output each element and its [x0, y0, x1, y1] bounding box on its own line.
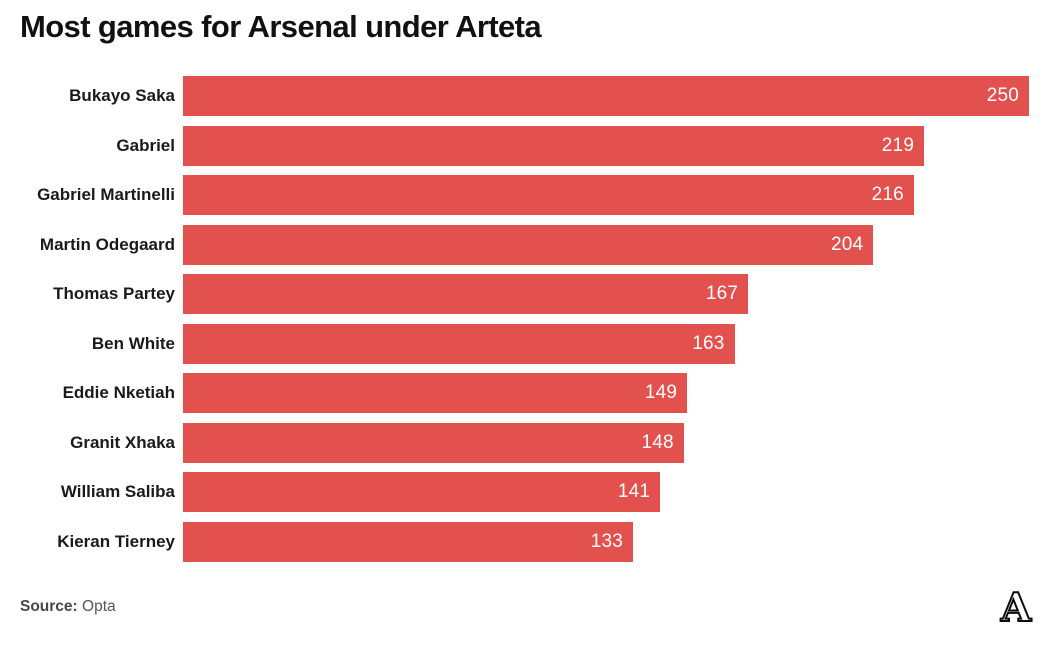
bar-track: 250: [183, 76, 1029, 116]
bar-value-label: 163: [692, 332, 725, 354]
player-name-label: Ben White: [91, 333, 175, 353]
bar-track: 163: [183, 323, 1029, 364]
bar-value-label: 250: [986, 85, 1019, 106]
player-name-label: William Saliba: [60, 482, 175, 501]
chart-row: Kieran Tierney 133: [20, 521, 1029, 562]
bar-track: 141: [183, 472, 1029, 512]
bar: 204: [183, 224, 874, 265]
svg-text:A: A: [1000, 586, 1032, 628]
player-name-label: Granit Xhaka: [70, 432, 175, 452]
bar-value-label: 204: [831, 233, 864, 255]
bar: 219: [183, 125, 925, 166]
player-name-label: Martin Odegaard: [39, 234, 175, 254]
chart-title: Most games for Arsenal under Arteta: [20, 9, 542, 44]
player-name-label: Gabriel Martinelli: [37, 185, 175, 204]
bar-track: 204: [183, 224, 1029, 265]
player-name-label: Kieran Tierney: [57, 531, 175, 551]
player-name-label: Thomas Partey: [53, 284, 175, 303]
bar-value-label: 133: [590, 530, 624, 552]
source-label: Source:: [20, 597, 78, 615]
bar: 148: [183, 422, 684, 463]
bar-track: 133: [183, 521, 1029, 562]
bar-track: 216: [183, 175, 1029, 215]
bar: 163: [183, 323, 735, 364]
chart-row: Eddie Nketiah 149: [20, 373, 1029, 413]
bar-value-label: 149: [644, 382, 678, 403]
bar-track: 149: [183, 373, 1029, 413]
bar: 133: [183, 521, 634, 562]
player-name-label: Bukayo Saka: [69, 86, 175, 105]
source-value: Opta: [82, 597, 116, 615]
chart-row: Martin Odegaard 204: [20, 224, 1029, 265]
bar: 149: [183, 373, 688, 413]
chart-card: Most games for Arsenal under Arteta Buka…: [0, 8, 1053, 645]
bar-track: 219: [183, 125, 1029, 166]
bar: 167: [183, 274, 749, 314]
bar-value-label: 167: [705, 283, 739, 304]
bar-chart: Bukayo Saka 250 Gabriel 219 Gabriel Martinel…: [20, 76, 1029, 562]
bar: 141: [183, 472, 661, 512]
bar-value-label: 141: [617, 481, 651, 502]
chart-row: Gabriel Martinelli 216: [20, 175, 1029, 215]
source-note: Source: Opta: [20, 598, 116, 616]
chart-row: Gabriel 219: [20, 125, 1029, 166]
bar: 216: [183, 175, 914, 215]
bar-value-label: 216: [871, 184, 904, 205]
bar-value-label: 219: [881, 134, 915, 156]
bar-value-label: 148: [641, 431, 674, 453]
bar-track: 148: [183, 422, 1029, 463]
chart-row: Ben White 163: [20, 323, 1029, 364]
the-athletic-logo-icon: A: [997, 584, 1035, 632]
chart-row: Bukayo Saka 250: [20, 76, 1029, 116]
chart-footer: Source: Opta A: [20, 584, 1035, 632]
chart-row: William Saliba 141: [20, 472, 1029, 512]
player-name-label: Eddie Nketiah: [62, 383, 175, 402]
player-name-label: Gabriel: [116, 135, 175, 155]
bar-track: 167: [183, 274, 1029, 314]
bar: 250: [183, 76, 1029, 116]
chart-row: Granit Xhaka 148: [20, 422, 1029, 463]
chart-row: Thomas Partey 167: [20, 274, 1029, 314]
